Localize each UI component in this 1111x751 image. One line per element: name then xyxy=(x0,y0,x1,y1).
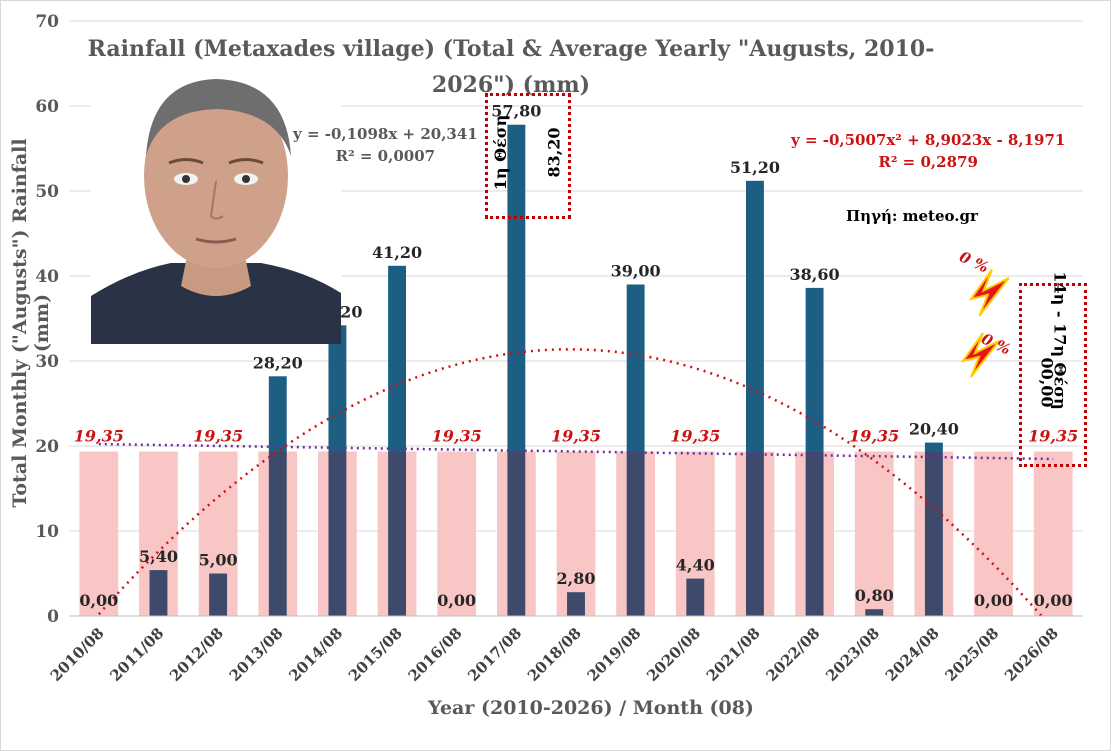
average-bar xyxy=(1033,451,1073,616)
rank-first-label: 1η Θέση xyxy=(491,114,511,191)
total-bar-overlap xyxy=(149,570,168,616)
y-tick-label: 70 xyxy=(35,12,59,32)
rank-tied-value: 00,00 xyxy=(1037,357,1057,408)
total-data-label: 39,00 xyxy=(611,262,661,281)
total-bar-overlap xyxy=(805,451,824,616)
x-tick-label: 2020/08 xyxy=(643,624,704,685)
x-tick-label: 2023/08 xyxy=(822,624,883,685)
total-bar-overlap xyxy=(507,451,526,616)
total-data-label: 0,80 xyxy=(855,586,894,605)
total-bar xyxy=(268,376,287,452)
total-bar-overlap xyxy=(209,573,228,616)
total-bar-overlap xyxy=(686,578,705,616)
x-tick-label: 2017/08 xyxy=(464,624,525,685)
poly-equation-text: y = -0,5007x² + 8,9023x - 8,1971 xyxy=(791,131,1066,149)
total-data-label: 0,00 xyxy=(437,591,476,610)
total-bar-overlap xyxy=(626,451,645,616)
total-data-label: 5,00 xyxy=(199,551,238,570)
total-data-label: 28,20 xyxy=(253,353,303,372)
average-data-label: 19,35 xyxy=(670,427,720,446)
y-tick-label: 20 xyxy=(35,437,59,457)
lightning-bolt-icon xyxy=(960,332,1000,378)
x-tick-label: 2010/08 xyxy=(47,624,108,685)
average-data-label: 19,35 xyxy=(74,427,124,446)
portrait-photo-icon xyxy=(91,71,341,344)
x-tick-label: 2015/08 xyxy=(345,624,406,685)
bars xyxy=(79,124,1073,616)
source-note: Πηγή: meteo.gr xyxy=(846,207,978,225)
total-bar-overlap xyxy=(745,451,764,616)
total-data-label: 57,80 xyxy=(491,102,541,121)
x-tick-label: 2021/08 xyxy=(703,624,764,685)
y-tick-label: 0 xyxy=(47,607,59,627)
total-data-label: 0,00 xyxy=(79,591,118,610)
average-bar xyxy=(437,451,477,616)
linear-trend-equation: y = -0,1098x + 20,341 R² = 0,0007 xyxy=(293,123,478,167)
total-data-label: 51,20 xyxy=(730,158,780,177)
y-tick-label: 50 xyxy=(35,182,59,202)
average-data-label: 19,35 xyxy=(193,427,243,446)
y-tick-label: 10 xyxy=(35,522,59,542)
total-bar-overlap xyxy=(924,451,943,616)
total-data-label: 38,60 xyxy=(790,265,840,284)
x-tick-label: 2016/08 xyxy=(405,624,466,685)
total-data-label: 5,40 xyxy=(139,547,178,566)
total-data-label: 4,40 xyxy=(676,556,715,575)
average-bar xyxy=(854,451,894,616)
total-bar-overlap xyxy=(865,609,884,616)
average-data-label: 19,35 xyxy=(849,427,899,446)
total-bar xyxy=(388,265,407,452)
x-tick-label: 2024/08 xyxy=(882,624,943,685)
average-bar xyxy=(79,451,119,616)
x-tick-label: 2025/08 xyxy=(941,624,1002,685)
total-data-label: 41,20 xyxy=(372,243,422,262)
total-bar-overlap xyxy=(268,451,287,616)
total-bar xyxy=(805,287,824,452)
lightning-bolt-icon xyxy=(968,269,1010,317)
average-data-label: 19,35 xyxy=(1028,427,1078,446)
total-data-label: 2,80 xyxy=(557,569,596,588)
rank-first-value: 83,20 xyxy=(544,127,564,178)
total-data-label: 0,00 xyxy=(1034,591,1073,610)
x-tick-label: 2013/08 xyxy=(226,624,287,685)
total-bar xyxy=(328,325,347,452)
x-tick-label: 2022/08 xyxy=(763,624,824,685)
x-tick-label: 2014/08 xyxy=(285,624,346,685)
x-axis-title: Year (2010-2026) / Month (08) xyxy=(428,697,754,719)
y-axis-title: Total Monthly ("Augusts") Rainfall (mm) xyxy=(9,138,53,508)
y-tick-label: 30 xyxy=(35,352,59,372)
x-tick-label: 2011/08 xyxy=(106,624,167,685)
lightning-group xyxy=(960,269,1010,378)
data-labels: 0,005,405,0028,2034,2041,200,0057,802,80… xyxy=(74,102,1078,610)
x-tick-label: 2026/08 xyxy=(1001,624,1062,685)
average-bar xyxy=(974,451,1013,616)
linear-r2-text: R² = 0,0007 xyxy=(335,147,436,165)
average-bar xyxy=(556,451,596,616)
total-bar-overlap xyxy=(328,451,347,616)
y-tick-label: 40 xyxy=(35,267,59,287)
poly-trend-equation: y = -0,5007x² + 8,9023x - 8,1971 R² = 0,… xyxy=(791,129,1065,173)
x-tick-label: 2019/08 xyxy=(584,624,645,685)
average-data-label: 19,35 xyxy=(432,427,482,446)
poly-r2-text: R² = 0,2879 xyxy=(878,153,978,171)
total-bar xyxy=(745,180,764,452)
total-data-label: 0,00 xyxy=(974,591,1013,610)
record-highlight-box xyxy=(485,93,571,219)
linear-equation-text: y = -0,1098x + 20,341 xyxy=(293,125,478,143)
total-bar xyxy=(507,124,526,452)
total-bar xyxy=(626,284,645,452)
total-bar xyxy=(924,442,943,452)
total-bar-overlap xyxy=(567,592,585,616)
y-tick-label: 60 xyxy=(35,97,59,117)
x-tick-label: 2012/08 xyxy=(166,624,227,685)
total-data-label: 20,40 xyxy=(909,420,959,439)
x-tick-label: 2018/08 xyxy=(524,624,585,685)
zero-rank-highlight-box xyxy=(1019,283,1087,467)
total-bar-overlap xyxy=(388,451,407,616)
average-data-label: 19,35 xyxy=(551,427,601,446)
